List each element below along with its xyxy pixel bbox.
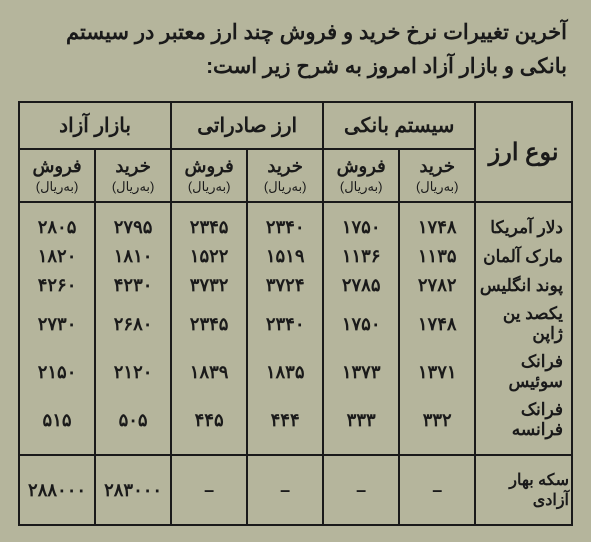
cell-bank-buy: ۱۷۴۸ — [399, 300, 475, 348]
table-row: دلار آمریکا۱۷۴۸۱۷۵۰۲۳۴۰۲۳۴۵۲۷۹۵۲۸۰۵ — [19, 202, 572, 242]
cell-free-buy: ۲۷۹۵ — [95, 202, 171, 242]
cell-bank-buy: ۱۷۴۸ — [399, 202, 475, 242]
cell-free-sell: ۲۱۵۰ — [19, 348, 95, 396]
footer-free-buy: ۲۸۳۰۰۰ — [95, 455, 171, 525]
footer-bank-buy: – — [399, 455, 475, 525]
col-group-bank: سیستم بانکی — [323, 102, 475, 149]
col-bank-buy: خرید (به‌ریال) — [399, 149, 475, 202]
table-row: فرانک فرانسه۳۳۲۳۳۳۴۴۴۴۴۵۵۰۵۵۱۵ — [19, 396, 572, 455]
sub-unit: (به‌ریال) — [326, 179, 396, 195]
cell-free-buy: ۵۰۵ — [95, 396, 171, 455]
cell-free-buy: ۲۶۸۰ — [95, 300, 171, 348]
col-export-sell: فروش (به‌ریال) — [171, 149, 247, 202]
sub-label: خرید — [250, 156, 320, 177]
header-group-row: نوع ارز سیستم بانکی ارز صادراتی بازار آز… — [19, 102, 572, 149]
footer-export-buy: – — [247, 455, 323, 525]
cell-export-buy: ۴۴۴ — [247, 396, 323, 455]
cell-free-sell: ۲۷۳۰ — [19, 300, 95, 348]
cell-free-sell: ۵۱۵ — [19, 396, 95, 455]
cell-export-buy: ۳۷۲۴ — [247, 271, 323, 300]
col-export-buy: خرید (به‌ریال) — [247, 149, 323, 202]
cell-free-buy: ۴۲۳۰ — [95, 271, 171, 300]
cell-bank-sell: ۱۷۵۰ — [323, 202, 399, 242]
cell-export-buy: ۱۵۱۹ — [247, 242, 323, 271]
cell-bank-sell: ۱۷۵۰ — [323, 300, 399, 348]
cell-export-sell: ۴۴۵ — [171, 396, 247, 455]
row-label: فرانک سوئیس — [475, 348, 572, 396]
cell-export-sell: ۲۳۴۵ — [171, 202, 247, 242]
sub-unit: (به‌ریال) — [402, 179, 472, 195]
col-currency-type: نوع ارز — [475, 102, 572, 202]
footer-free-sell: ۲۸۸۰۰۰ — [19, 455, 95, 525]
cell-export-buy: ۱۸۳۵ — [247, 348, 323, 396]
col-group-export: ارز صادراتی — [171, 102, 323, 149]
cell-free-sell: ۱۸۲۰ — [19, 242, 95, 271]
intro-text: آخرین تغییرات نرخ خرید و فروش چند ارز مع… — [18, 16, 573, 83]
sub-label: خرید — [402, 156, 472, 177]
cell-free-sell: ۲۸۰۵ — [19, 202, 95, 242]
table-footer: سکه بهار آزادی – – – – ۲۸۳۰۰۰ ۲۸۸۰۰۰ — [19, 455, 572, 525]
sub-unit: (به‌ریال) — [98, 179, 168, 195]
cell-free-sell: ۴۲۶۰ — [19, 271, 95, 300]
footer-export-sell: – — [171, 455, 247, 525]
row-label: پوند انگلیس — [475, 271, 572, 300]
newspaper-clipping: آخرین تغییرات نرخ خرید و فروش چند ارز مع… — [0, 0, 591, 542]
sub-label: خرید — [98, 156, 168, 177]
footer-label: سکه بهار آزادی — [475, 455, 572, 525]
cell-export-buy: ۲۳۴۰ — [247, 300, 323, 348]
col-group-free: بازار آزاد — [19, 102, 171, 149]
intro-line-1: آخرین تغییرات نرخ خرید و فروش چند ارز مع… — [66, 21, 567, 44]
cell-export-buy: ۲۳۴۰ — [247, 202, 323, 242]
sub-label: فروش — [326, 156, 396, 177]
cell-free-buy: ۲۱۲۰ — [95, 348, 171, 396]
table-row: فرانک سوئیس۱۳۷۱۱۳۷۳۱۸۳۵۱۸۳۹۲۱۲۰۲۱۵۰ — [19, 348, 572, 396]
table-row: یکصد ین ژاپن۱۷۴۸۱۷۵۰۲۳۴۰۲۳۴۵۲۶۸۰۲۷۳۰ — [19, 300, 572, 348]
row-label: یکصد ین ژاپن — [475, 300, 572, 348]
cell-bank-sell: ۱۱۳۶ — [323, 242, 399, 271]
row-label: فرانک فرانسه — [475, 396, 572, 455]
sub-unit: (به‌ریال) — [174, 179, 244, 195]
row-label: مارک آلمان — [475, 242, 572, 271]
cell-export-sell: ۱۵۲۲ — [171, 242, 247, 271]
cell-bank-buy: ۲۷۸۲ — [399, 271, 475, 300]
col-free-buy: خرید (به‌ریال) — [95, 149, 171, 202]
cell-bank-sell: ۳۳۳ — [323, 396, 399, 455]
row-label: دلار آمریکا — [475, 202, 572, 242]
sub-unit: (به‌ریال) — [250, 179, 320, 195]
intro-line-2: بانکی و بازار آزاد امروز به شرح زیر است: — [206, 55, 567, 78]
table-row: مارک آلمان۱۱۳۵۱۱۳۶۱۵۱۹۱۵۲۲۱۸۱۰۱۸۲۰ — [19, 242, 572, 271]
currency-rates-table: نوع ارز سیستم بانکی ارز صادراتی بازار آز… — [18, 101, 573, 526]
cell-export-sell: ۳۷۳۲ — [171, 271, 247, 300]
footer-row: سکه بهار آزادی – – – – ۲۸۳۰۰۰ ۲۸۸۰۰۰ — [19, 455, 572, 525]
table-body: دلار آمریکا۱۷۴۸۱۷۵۰۲۳۴۰۲۳۴۵۲۷۹۵۲۸۰۵مارک … — [19, 202, 572, 455]
col-bank-sell: فروش (به‌ریال) — [323, 149, 399, 202]
footer-bank-sell: – — [323, 455, 399, 525]
cell-export-sell: ۱۸۳۹ — [171, 348, 247, 396]
cell-free-buy: ۱۸۱۰ — [95, 242, 171, 271]
table-row: پوند انگلیس۲۷۸۲۲۷۸۵۳۷۲۴۳۷۳۲۴۲۳۰۴۲۶۰ — [19, 271, 572, 300]
cell-bank-buy: ۳۳۲ — [399, 396, 475, 455]
sub-label: فروش — [174, 156, 244, 177]
sub-unit: (به‌ریال) — [22, 179, 92, 195]
col-free-sell: فروش (به‌ریال) — [19, 149, 95, 202]
sub-label: فروش — [22, 156, 92, 177]
cell-bank-sell: ۱۳۷۳ — [323, 348, 399, 396]
cell-bank-sell: ۲۷۸۵ — [323, 271, 399, 300]
cell-bank-buy: ۱۱۳۵ — [399, 242, 475, 271]
cell-export-sell: ۲۳۴۵ — [171, 300, 247, 348]
cell-bank-buy: ۱۳۷۱ — [399, 348, 475, 396]
